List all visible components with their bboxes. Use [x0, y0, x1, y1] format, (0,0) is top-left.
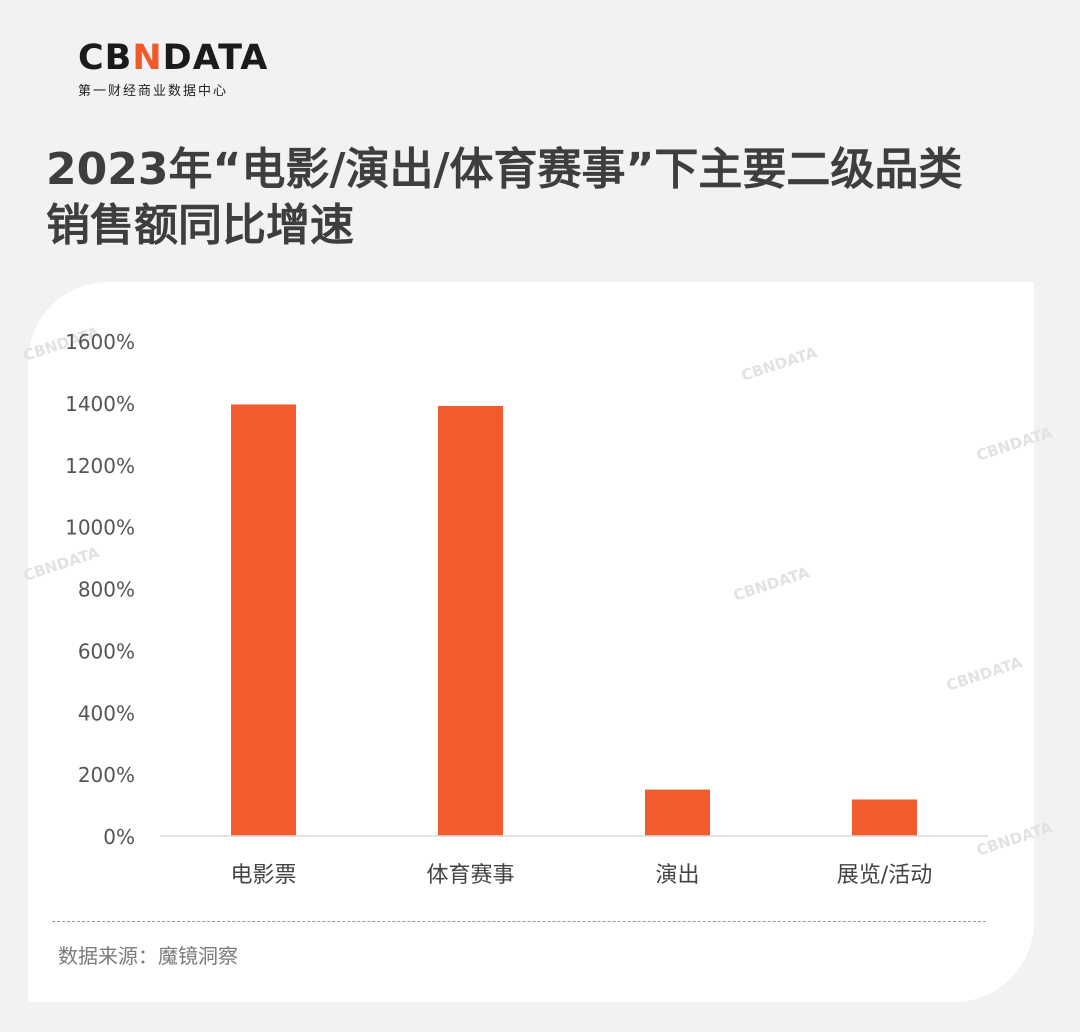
- bar: [438, 405, 503, 836]
- divider: [52, 921, 986, 922]
- y-tick-label: 200%: [78, 763, 135, 787]
- x-tick-label: 体育赛事: [426, 863, 514, 888]
- y-tick-label: 1600%: [65, 330, 135, 354]
- logo-subtitle: 第一财经商业数据中心: [78, 84, 229, 99]
- logo: CBNDATA 第一财经商业数据中心: [78, 38, 268, 99]
- y-axis: 0% 200% 400% 600% 800% 1000% 1200% 1400% 1600%: [65, 330, 135, 849]
- source-note: 数据来源：魔镜洞察: [58, 944, 238, 968]
- y-tick-label: 1200%: [65, 454, 135, 478]
- bars: [231, 404, 917, 836]
- title-line-2: 销售额同比增速: [46, 200, 354, 251]
- logo-wordmark: CBNDATA: [78, 38, 269, 78]
- y-tick-label: 800%: [78, 578, 135, 602]
- y-tick-label: 1000%: [65, 516, 135, 540]
- bar: [231, 404, 296, 836]
- y-tick-label: 1400%: [65, 392, 135, 416]
- y-tick-label: 0%: [103, 825, 135, 849]
- x-tick-label: 演出: [655, 863, 699, 888]
- x-tick-label: 展览/活动: [837, 863, 932, 888]
- y-tick-label: 600%: [78, 639, 135, 663]
- x-axis: 电影票 体育赛事 演出 展览/活动: [230, 863, 932, 888]
- y-tick-label: 400%: [78, 701, 135, 725]
- title-line-1: 2023年“电影/演出/体育赛事”下主要二级品类: [46, 144, 963, 195]
- chart-card: [28, 282, 1034, 1002]
- bar: [852, 799, 917, 836]
- page-title: 2023年“电影/演出/体育赛事”下主要二级品类 销售额同比增速: [46, 142, 1046, 254]
- bar: [645, 789, 710, 836]
- x-tick-label: 电影票: [230, 863, 296, 888]
